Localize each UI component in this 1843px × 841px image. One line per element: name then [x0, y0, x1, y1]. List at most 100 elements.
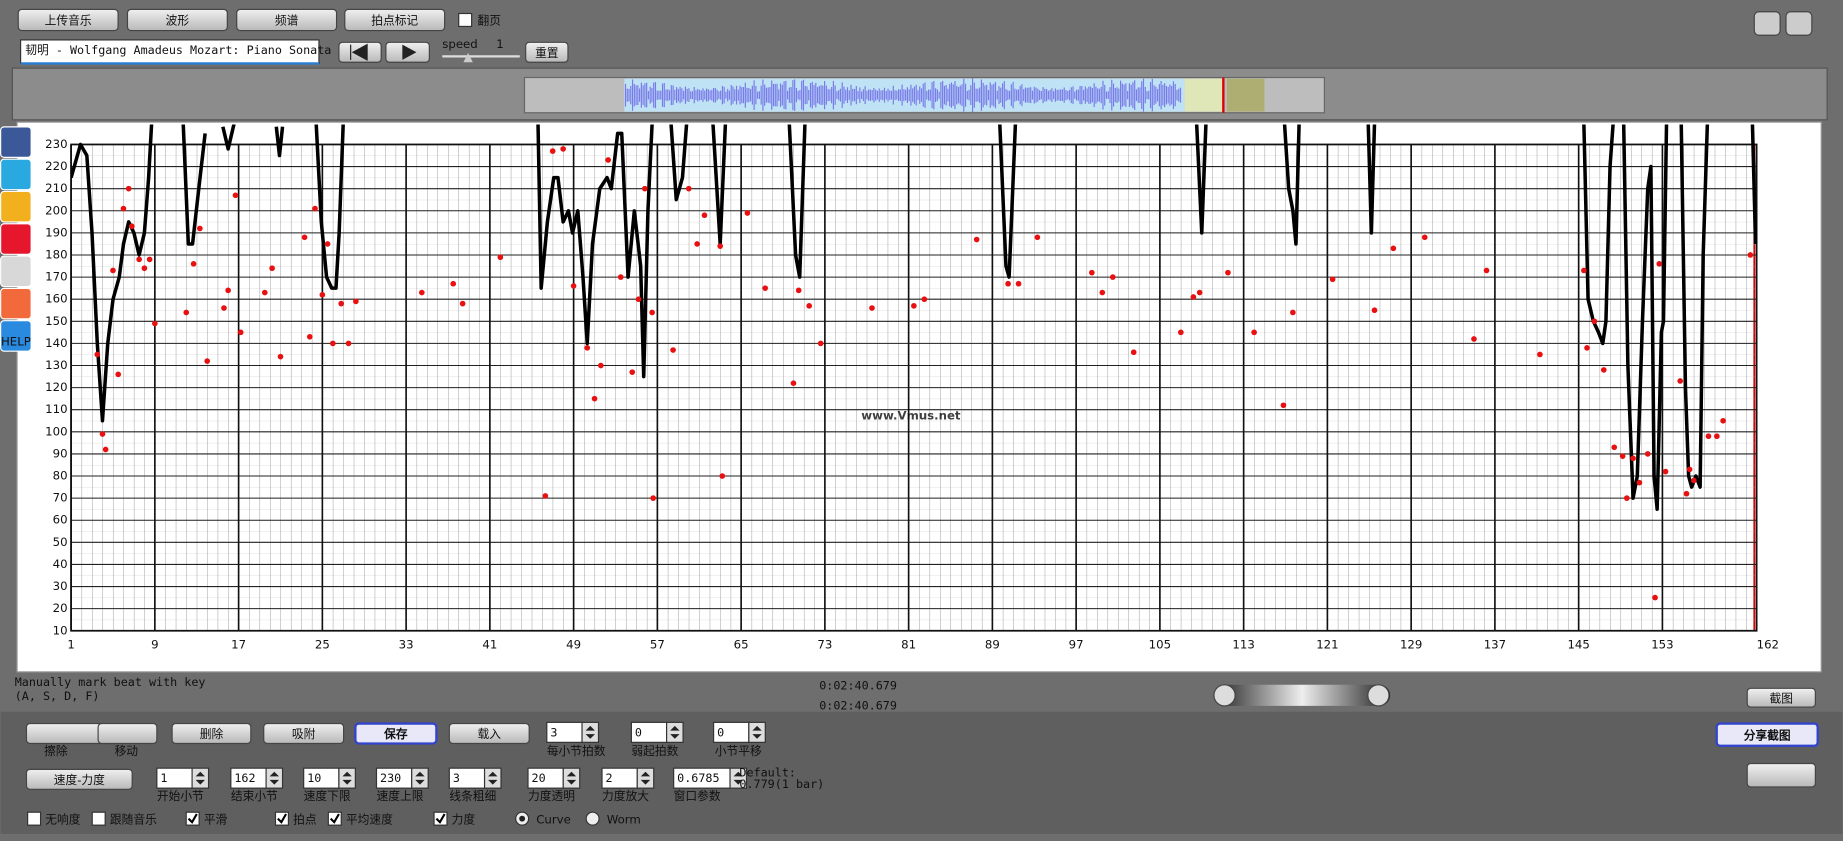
- toolbar-button-label: 频谱: [275, 14, 299, 28]
- radio-label: Worm: [607, 812, 641, 826]
- spinner-value: 162: [234, 771, 255, 785]
- share-icon[interactable]: [0, 287, 32, 320]
- beat-point: [670, 347, 676, 353]
- tool-label: 移动: [115, 744, 139, 758]
- time-current: 0:02:40.679: [819, 678, 897, 692]
- beat-point: [261, 289, 268, 296]
- share-icon[interactable]: [0, 190, 32, 223]
- page-flip-checkbox[interactable]: [458, 12, 473, 28]
- share-icon[interactable]: [0, 255, 32, 288]
- toolbar-button[interactable]: [126, 8, 228, 32]
- beat-point: [911, 303, 917, 309]
- spinner-label: 结束小节: [231, 789, 278, 803]
- spinner-label: 窗口参数: [674, 789, 721, 803]
- mode-button[interactable]: [25, 768, 133, 790]
- beat-point: [1225, 269, 1231, 276]
- spinner-value: 1: [160, 771, 167, 785]
- share-icon[interactable]: [0, 126, 32, 158]
- beat-point: [1611, 444, 1618, 451]
- spinner-arrows[interactable]: [666, 721, 684, 743]
- action-button[interactable]: [448, 722, 530, 745]
- beat-point: [869, 305, 875, 311]
- spinner-arrows[interactable]: [636, 767, 655, 789]
- share-button[interactable]: [1715, 722, 1819, 748]
- beat-point: [635, 296, 642, 303]
- view-radio[interactable]: [585, 811, 600, 826]
- beat-point: [584, 345, 591, 351]
- option-checkbox[interactable]: [91, 811, 106, 826]
- spinner-arrows[interactable]: [265, 767, 284, 789]
- toolbar-button[interactable]: [17, 8, 119, 32]
- y-tick-label: 210: [45, 181, 67, 195]
- x-tick-label: 81: [901, 637, 916, 651]
- x-tick-label: 33: [399, 637, 414, 651]
- spectrum-right-icon[interactable]: [1367, 684, 1390, 707]
- action-button[interactable]: [354, 722, 438, 745]
- spinner-value: 0.6785: [677, 771, 719, 785]
- action-button[interactable]: [171, 722, 252, 745]
- beat-point: [450, 280, 457, 287]
- beat-point: [1652, 594, 1658, 601]
- action-button-label: 载入: [478, 727, 502, 741]
- disabled-button[interactable]: [1746, 762, 1816, 788]
- x-tick-label: 113: [1232, 637, 1254, 651]
- spinner-label: 力度放大: [602, 789, 649, 803]
- spectrum-slider[interactable]: [1213, 684, 1391, 706]
- beat-point: [110, 267, 116, 274]
- x-tick-label: 145: [1567, 637, 1589, 651]
- x-tick-label: 73: [817, 637, 832, 651]
- action-button[interactable]: [263, 722, 345, 745]
- toolbar-button-label: 拍点标记: [371, 14, 418, 28]
- share-icon[interactable]: [0, 320, 32, 352]
- spinner-label: 开始小节: [157, 789, 204, 803]
- reset-button[interactable]: [525, 41, 569, 63]
- beat-point: [1630, 455, 1636, 462]
- beat-point: [1251, 329, 1257, 336]
- spectrum-left-icon[interactable]: [1213, 684, 1236, 707]
- x-tick-label: 153: [1651, 637, 1673, 651]
- spinner-arrows[interactable]: [729, 767, 748, 789]
- toolbar-button[interactable]: [236, 8, 338, 32]
- toolbar-button[interactable]: [344, 8, 446, 32]
- beat-point: [324, 241, 331, 247]
- y-tick-label: 170: [45, 270, 67, 284]
- speed-thumb[interactable]: [463, 52, 473, 63]
- y-tick-label: 100: [45, 424, 67, 438]
- beat-point: [99, 431, 106, 437]
- spinner-arrows[interactable]: [562, 767, 581, 789]
- spinner-value: 10: [307, 771, 321, 785]
- spinner-arrows[interactable]: [191, 767, 210, 789]
- beat-point: [330, 340, 336, 347]
- beat-point: [1714, 433, 1720, 440]
- x-tick-label: 9: [151, 637, 158, 651]
- share-icon[interactable]: [0, 158, 32, 191]
- screenshot-button[interactable]: [1746, 687, 1816, 708]
- option-checkbox[interactable]: [27, 811, 42, 826]
- beat-point: [1683, 490, 1690, 497]
- spinner-arrows[interactable]: [338, 767, 356, 789]
- move-tool[interactable]: [97, 722, 158, 745]
- beat-point: [1581, 267, 1587, 274]
- y-tick-label: 30: [53, 579, 68, 593]
- beat-point: [744, 210, 751, 216]
- spinner-up: [733, 771, 743, 785]
- beat-point: [1471, 336, 1477, 342]
- beat-point: [1584, 345, 1590, 351]
- spinner-arrows[interactable]: [411, 767, 429, 789]
- share-icon[interactable]: [0, 223, 32, 255]
- spinner-arrows[interactable]: [581, 721, 600, 743]
- beat-point: [1421, 234, 1428, 241]
- beat-point: [1390, 245, 1397, 252]
- x-tick-label: 25: [315, 637, 330, 651]
- spinner-arrows[interactable]: [748, 721, 766, 743]
- spinner-up: [640, 771, 651, 785]
- beat-point: [1705, 433, 1712, 440]
- spinner-arrows[interactable]: [483, 767, 502, 789]
- beat-point: [1690, 477, 1697, 484]
- fullscreen-icon[interactable]: [1785, 11, 1813, 36]
- beat-point: [221, 305, 227, 311]
- home-icon[interactable]: [1753, 11, 1781, 36]
- action-button-label: 删除: [200, 727, 224, 741]
- x-tick-label: 65: [734, 637, 749, 651]
- beat-point: [549, 148, 556, 154]
